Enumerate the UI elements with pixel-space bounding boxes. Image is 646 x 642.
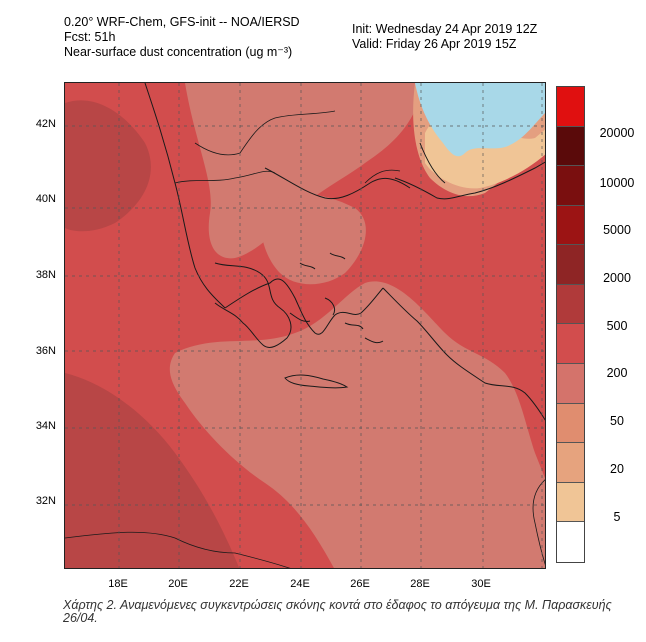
- x-tick-20e: 20E: [168, 578, 188, 590]
- field-band-50-200: [169, 281, 545, 568]
- figure-caption: Χάρτης 2. Αναμενόμενες συγκεντρώσεις σκό…: [63, 598, 612, 625]
- x-tick-30e: 30E: [471, 578, 491, 590]
- colorbar-cell-9: [557, 443, 584, 483]
- x-tick-22e: 22E: [229, 578, 249, 590]
- colorbar-cell-3: [557, 205, 584, 246]
- y-tick-34n: 34N: [35, 420, 56, 432]
- lat-lon-grid: [65, 83, 545, 568]
- colorbar-label-50: 50: [610, 414, 624, 428]
- x-tick-28e: 28E: [410, 578, 430, 590]
- colorbar-cell-6: [557, 324, 584, 365]
- forecast-hour: Fcst: 51h: [64, 30, 116, 44]
- country-borders: [65, 110, 545, 568]
- colorbar-cell-5: [557, 284, 584, 325]
- chart-header-left: 0.20° WRF-Chem, GFS-init -- NOA/IERSD Fc…: [64, 15, 300, 60]
- black-sea: [415, 83, 545, 157]
- y-tick-32n: 32N: [35, 495, 56, 507]
- colorbar-cell-10: [557, 482, 584, 523]
- coastlines: [144, 83, 545, 421]
- model-title: 0.20° WRF-Chem, GFS-init -- NOA/IERSD: [64, 15, 300, 29]
- colorbar-cell-1: [557, 126, 584, 167]
- colorbar-label-2000: 2000: [603, 271, 631, 285]
- colorbar-cell-11: [557, 522, 584, 562]
- field-band-50-200-aegean: [260, 193, 366, 285]
- colorbar: [556, 86, 585, 563]
- dust-concentration-map: [64, 82, 546, 569]
- variable-title: Near-surface dust concentration (ug m⁻³): [64, 45, 293, 59]
- colorbar-label-500: 500: [606, 319, 628, 333]
- x-tick-24e: 24E: [290, 578, 310, 590]
- y-tick-36n: 36N: [35, 345, 56, 357]
- field-high-north-west: [65, 100, 151, 232]
- field-band-50-200-north: [185, 83, 425, 259]
- chart-header-right: Init: Wednesday 24 Apr 2019 12Z Valid: F…: [352, 22, 537, 52]
- y-tick-42n: 42N: [35, 118, 56, 130]
- colorbar-cell-7: [557, 364, 584, 404]
- colorbar-label-200: 200: [606, 366, 628, 380]
- colorbar-label-5000: 5000: [603, 223, 631, 237]
- colorbar-cell-2: [557, 166, 584, 206]
- y-tick-38n: 38N: [35, 269, 56, 281]
- colorbar-label-20000: 20000: [599, 126, 635, 140]
- x-tick-18e: 18E: [108, 578, 128, 590]
- colorbar-cell-8: [557, 403, 584, 444]
- valid-time: Valid: Friday 26 Apr 2019 15Z: [352, 37, 517, 51]
- y-tick-40n: 40N: [35, 193, 56, 205]
- x-tick-26e: 26E: [350, 578, 370, 590]
- colorbar-label-10000: 10000: [599, 176, 635, 190]
- colorbar-label-5: 5: [613, 510, 621, 524]
- colorbar-cell-0: [557, 87, 584, 127]
- init-time: Init: Wednesday 24 Apr 2019 12Z: [352, 22, 538, 36]
- field-high-south-west: [65, 373, 240, 568]
- colorbar-cell-4: [557, 245, 584, 285]
- colorbar-label-20: 20: [610, 462, 624, 476]
